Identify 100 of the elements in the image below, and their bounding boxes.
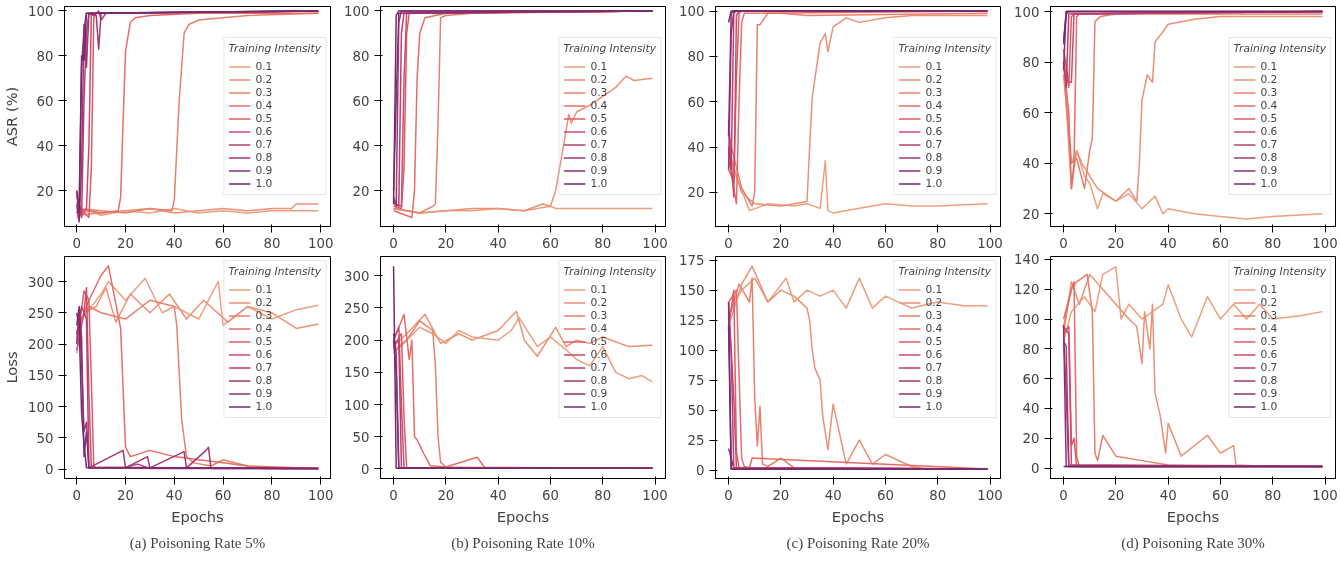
x-tick-label: 100 [977,487,1003,503]
y-tick-label: 0 [696,463,705,479]
x-axis-title: Epochs [1166,507,1220,525]
legend-title: Training Intensity [1233,42,1326,55]
x-tick-label: 20 [1107,235,1125,251]
legend-label: 0.9 [590,164,609,177]
legend-label: 0.9 [255,387,274,400]
legend-label: 0.5 [925,335,944,348]
x-axis-title: Epochs [831,507,885,525]
y-tick-label: 40 [36,138,54,154]
legend-label: 0.9 [590,387,609,400]
legend-label: 0.3 [925,86,944,99]
legend-label: 0.6 [1260,125,1279,138]
x-tick-label: 80 [1264,487,1282,503]
y-tick-label: 20 [687,185,705,201]
y-tick-label: 75 [687,373,705,389]
legend-label: 0.8 [255,151,274,164]
y-tick-label: 20 [36,183,54,199]
legend-label: 0.1 [1260,283,1279,296]
x-tick-label: 100 [1312,487,1338,503]
x-tick-label: 40 [165,235,183,251]
y-tick-label: 100 [1014,4,1040,20]
x-tick-label: 60 [214,235,232,251]
y-tick-label: 100 [28,3,54,19]
legend-label: 0.6 [925,125,944,138]
legend-label: 1.0 [590,177,609,190]
legend-label: 0.8 [1260,151,1279,164]
x-tick-label: 80 [594,487,612,503]
x-axis-title: Epochs [496,507,550,525]
legend-label: 0.8 [590,374,609,387]
legend-label: 0.9 [1260,164,1279,177]
legend-label: 0.8 [925,374,944,387]
y-tick-label: 80 [36,48,54,64]
x-tick-label: 80 [594,235,612,251]
y-tick-label: 250 [28,305,54,321]
legend-label: 0.7 [925,361,944,374]
legend-label: 0.4 [590,322,609,335]
y-tick-label: 40 [352,138,370,154]
y-tick-label: 60 [1022,105,1040,121]
text: (b) Poisoning Rate 10% [451,534,595,552]
y-tick-label: 100 [344,397,370,413]
x-tick-label: 100 [642,235,668,251]
legend-label: 0.2 [255,296,274,309]
legend-label: 0.2 [1260,296,1279,309]
legend-label: 0.1 [590,60,609,73]
y-axis-title: ASR (%) [3,86,21,147]
x-tick-label: 0 [724,487,733,503]
x-tick-label: 100 [977,235,1003,251]
legend-label: 0.5 [255,335,274,348]
legend-label: 0.4 [1260,322,1279,335]
legend-label: 0.1 [590,283,609,296]
x-tick-label: 20 [117,235,134,251]
legend-label: 0.6 [590,125,609,138]
legend-label: 0.4 [255,99,274,112]
legend-label: 0.8 [925,151,944,164]
y-tick-label: 250 [344,300,370,316]
y-tick-label: 20 [1022,431,1040,447]
legend-label: 0.7 [1260,361,1279,374]
x-tick-label: 80 [1264,235,1282,251]
y-tick-label: 100 [679,343,705,359]
legend-label: 1.0 [590,400,609,413]
y-tick-label: 60 [687,94,705,110]
legend-title: Training Intensity [228,265,321,278]
legend-title: Training Intensity [563,42,656,55]
y-tick-label: 80 [687,49,705,65]
x-axis-title: Epochs [171,507,224,525]
legend-label: 0.5 [1260,335,1279,348]
text: (a) Poisoning Rate 5% [129,534,266,552]
legend-label: 0.1 [1260,60,1279,73]
x-tick-label: 80 [263,487,281,503]
y-tick-label: 60 [36,93,54,109]
legend-label: 0.2 [590,73,609,86]
legend-label: 0.1 [255,283,274,296]
x-tick-label: 0 [724,235,733,251]
x-tick-label: 100 [642,487,668,503]
legend-label: 0.3 [1260,86,1279,99]
x-tick-label: 60 [541,235,559,251]
y-tick-label: 200 [28,337,54,353]
legend-label: 0.7 [590,138,609,151]
legend-label: 0.7 [590,361,609,374]
y-tick-label: 80 [352,48,370,64]
y-tick-label: 50 [352,429,370,445]
x-tick-label: 60 [214,487,232,503]
text: (c) Poisoning Rate 20% [786,534,930,552]
y-tick-label: 20 [352,183,370,199]
x-tick-label: 40 [489,487,507,503]
y-tick-label: 125 [679,313,705,329]
legend-label: 0.7 [1260,138,1279,151]
legend-label: 1.0 [255,400,274,413]
legend-label: 0.5 [1260,112,1279,125]
text: (d) Poisoning Rate 30% [1121,534,1265,552]
y-tick-label: 40 [687,140,705,156]
x-tick-label: 20 [437,235,455,251]
legend-label: 0.3 [255,86,274,99]
x-tick-label: 0 [1059,487,1068,503]
y-tick-label: 60 [1022,371,1040,387]
legend-label: 0.3 [590,309,609,322]
x-tick-label: 60 [876,487,894,503]
legend-label: 0.6 [255,125,274,138]
x-tick-label: 40 [1159,487,1177,503]
